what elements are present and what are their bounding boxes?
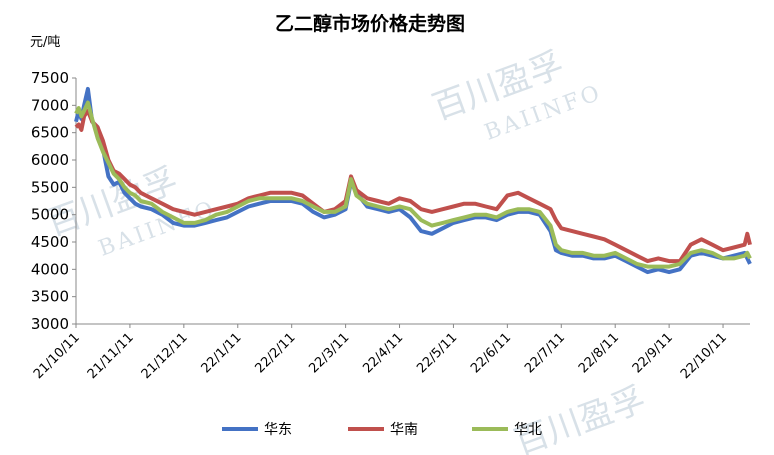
- x-tick-label: 22/4/11: [360, 330, 406, 376]
- y-tick-label: 5500: [31, 178, 69, 196]
- watermark-bottom-right: 百川盈孚: [509, 379, 650, 455]
- watermark-top-right: 百川盈孚 BAIINFO: [427, 44, 605, 145]
- y-tick-label: 4500: [31, 233, 69, 251]
- legend: 华东 华南 华北: [222, 422, 542, 438]
- x-tick-label: 22/1/11: [199, 330, 245, 376]
- legend-label-3: 华北: [514, 422, 542, 438]
- y-ticks: 3000 3500 4000 4500 5000 5500 6000 6500 7000 7500: [31, 69, 76, 333]
- legend-label-1: 华东: [264, 422, 292, 438]
- y-tick-label: 5000: [31, 206, 69, 224]
- series-line-2: [74, 108, 752, 264]
- x-tick-label: 21/10/11: [31, 330, 83, 382]
- legend-label-2: 华南: [390, 422, 418, 438]
- y-axis-unit: 元/吨: [30, 35, 60, 50]
- x-tick-label: 21/11/11: [85, 330, 137, 382]
- series-lines: [74, 86, 752, 275]
- y-tick-label: 6000: [31, 151, 69, 169]
- chart-title: 乙二醇市场价格走势图: [275, 12, 465, 35]
- x-tick-label: 22/8/11: [576, 330, 622, 376]
- x-tick-label: 21/12/11: [139, 330, 191, 382]
- x-tick-label: 22/9/11: [630, 330, 676, 376]
- y-tick-label: 4000: [31, 260, 69, 278]
- y-tick-label: 3000: [31, 315, 69, 333]
- x-tick-label: 22/10/11: [678, 330, 730, 382]
- x-tick-label: 22/3/11: [306, 330, 352, 376]
- series-line-3: [74, 100, 752, 269]
- x-tick-label: 22/5/11: [414, 330, 460, 376]
- y-tick-label: 7500: [31, 69, 69, 87]
- y-tick-label: 6500: [31, 124, 69, 142]
- watermark-cn-3: 百川盈孚: [509, 379, 650, 455]
- x-tick-label: 22/7/11: [522, 330, 568, 376]
- y-tick-label: 3500: [31, 288, 69, 306]
- x-tick-label: 22/6/11: [468, 330, 514, 376]
- x-tick-label: 22/2/11: [252, 330, 298, 376]
- x-ticks: 21/10/11 21/11/11 21/12/11 22/1/11 22/2/11 22…: [31, 324, 730, 382]
- series-line-1: [74, 86, 752, 275]
- y-tick-label: 7000: [31, 96, 69, 114]
